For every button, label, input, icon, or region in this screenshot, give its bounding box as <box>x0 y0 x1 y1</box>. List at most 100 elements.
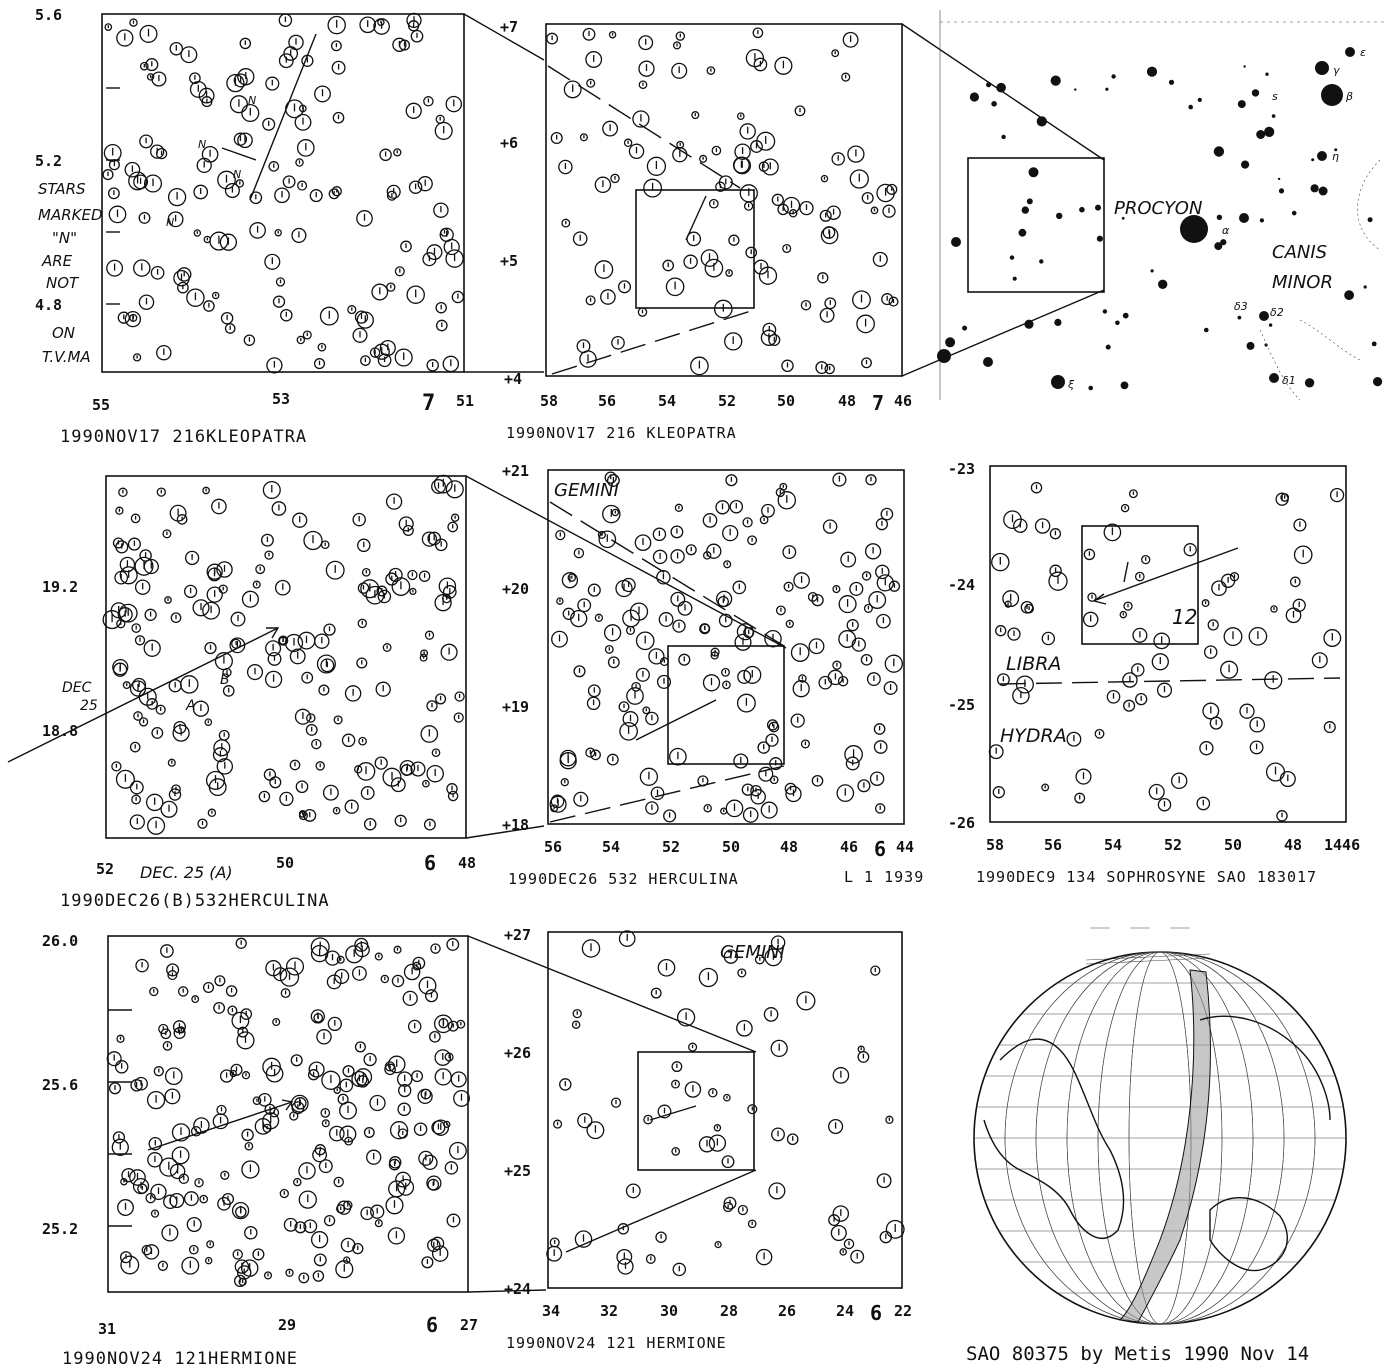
svg-text:T.V.MA: T.V.MA <box>42 348 91 366</box>
star-symbol <box>832 585 841 594</box>
star-symbol <box>386 190 397 201</box>
star-symbol <box>572 1008 582 1019</box>
star-symbol <box>453 1089 470 1107</box>
star-symbol <box>289 1111 299 1121</box>
star-symbol <box>246 664 264 681</box>
bright-star <box>1269 373 1279 383</box>
star-symbol <box>114 570 129 585</box>
star-symbol <box>1115 320 1120 326</box>
star-symbol <box>638 80 648 90</box>
star-symbol <box>407 569 418 581</box>
star-symbol <box>781 359 794 373</box>
star-symbol <box>856 314 875 334</box>
star-symbol <box>969 92 980 102</box>
star-symbol <box>264 1103 276 1115</box>
star-symbol <box>288 34 304 51</box>
star-symbol <box>356 762 376 781</box>
star-symbol <box>665 277 685 297</box>
star-symbol <box>377 353 392 368</box>
star-symbol <box>391 577 411 596</box>
star-symbol <box>134 1076 148 1091</box>
star-symbol <box>579 350 597 368</box>
star-symbol <box>360 1206 375 1221</box>
star-symbol <box>121 1168 136 1183</box>
star-symbol <box>1105 87 1109 91</box>
star-symbol <box>108 205 127 224</box>
star-symbol <box>156 487 166 497</box>
star-symbol <box>988 744 1004 760</box>
star-symbol <box>765 733 779 747</box>
star-symbol <box>403 963 421 981</box>
star-symbol <box>1128 489 1138 499</box>
star-symbol <box>642 706 651 715</box>
star-symbol <box>214 652 233 671</box>
star-symbol <box>655 1231 667 1243</box>
star-symbol <box>880 507 894 521</box>
star-symbol <box>1168 79 1175 85</box>
star-symbol <box>318 684 330 696</box>
star-symbol <box>252 1096 262 1106</box>
star-symbol <box>162 1041 173 1051</box>
star-symbol <box>1087 592 1097 602</box>
star-symbol <box>832 1205 850 1222</box>
star-symbol <box>412 961 422 971</box>
star-symbol <box>549 1237 560 1248</box>
star-symbol <box>1074 792 1086 804</box>
star-symbol <box>729 499 744 514</box>
star-symbol <box>397 1178 415 1196</box>
star-symbol <box>354 765 363 774</box>
star-symbol <box>112 537 124 549</box>
star-symbol <box>861 571 872 581</box>
star-symbol <box>760 801 778 819</box>
chart-caption: 1990DEC26(B)532HERCULINA <box>60 891 330 911</box>
star-symbol <box>220 311 234 325</box>
star-symbol <box>137 1183 148 1194</box>
star-symbol <box>312 1147 328 1163</box>
star-symbol <box>764 629 782 648</box>
star-symbol <box>359 16 377 34</box>
y-tick-label: +21 <box>502 462 529 480</box>
star-symbol <box>1248 626 1268 646</box>
star-symbol <box>386 282 396 292</box>
star-symbol <box>116 1034 125 1043</box>
star-symbol <box>430 1236 445 1251</box>
star-symbol <box>278 635 289 646</box>
star-symbol <box>884 654 903 673</box>
star-symbol <box>241 1128 254 1142</box>
star-symbol <box>585 51 603 68</box>
bright-star <box>1315 61 1329 75</box>
star-symbol <box>262 480 281 500</box>
star-symbol <box>996 82 1006 93</box>
star-symbol <box>622 609 641 628</box>
star-symbol <box>870 965 881 976</box>
star-symbol <box>1026 198 1033 205</box>
star-symbol <box>112 662 128 677</box>
star-symbol <box>785 619 794 629</box>
star-symbol <box>1030 481 1043 494</box>
x-tick-label: 32 <box>600 1302 618 1320</box>
star-symbol <box>861 191 874 205</box>
star-symbol <box>1310 184 1319 193</box>
star-symbol <box>380 974 390 984</box>
star-symbol <box>1156 682 1173 698</box>
x-tick-label: 30 <box>660 1302 678 1320</box>
star-symbol <box>1082 611 1099 628</box>
star-symbol <box>1095 204 1101 211</box>
star-symbol <box>115 506 124 515</box>
star-symbol <box>212 1113 229 1130</box>
star-symbol <box>431 748 441 758</box>
star-symbol <box>106 259 124 277</box>
star-symbol <box>986 82 992 88</box>
star-symbol <box>116 29 134 47</box>
star-symbol <box>272 295 286 308</box>
star-symbol <box>191 995 200 1004</box>
star-symbol <box>762 322 777 337</box>
star-symbol <box>1323 721 1336 734</box>
star-symbol <box>363 817 377 831</box>
point-label: B <box>220 672 230 688</box>
star-symbol <box>279 1188 289 1199</box>
star-symbol <box>164 1067 183 1086</box>
star-symbol <box>704 258 724 278</box>
star-symbol <box>1157 797 1172 812</box>
star-symbol <box>1132 627 1148 643</box>
